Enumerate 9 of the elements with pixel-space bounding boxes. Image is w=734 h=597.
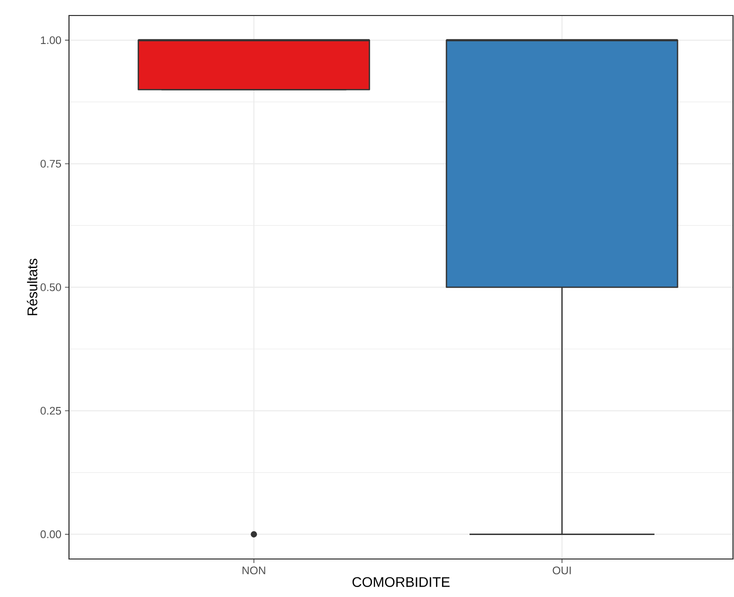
x-tick-label: OUI (552, 566, 571, 574)
y-axis-title: Résultats (26, 258, 38, 316)
y-tick-label: 1.00 (40, 36, 62, 44)
y-tick-label: 0.75 (40, 160, 62, 168)
x-tick-label: NON (242, 566, 266, 574)
y-tick-label: 0.00 (40, 530, 62, 538)
y-tick-label: 0.50 (40, 283, 62, 292)
y-tick-label: 0.25 (40, 406, 62, 415)
x-axis-title: COMORBIDITE (352, 577, 450, 587)
